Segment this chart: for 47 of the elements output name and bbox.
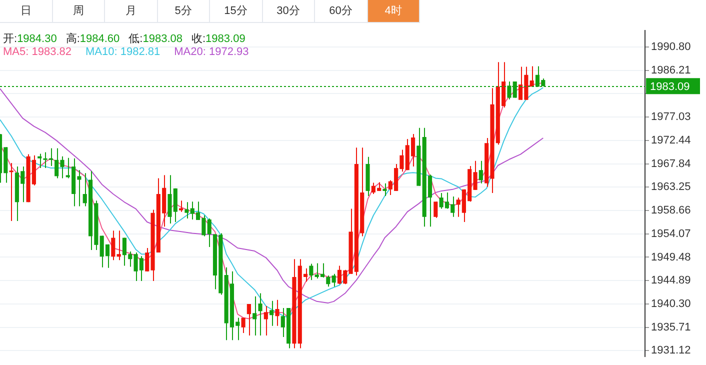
y-tick-label: 1949.48 bbox=[651, 251, 691, 264]
y-tick-label: 1935.71 bbox=[651, 321, 691, 334]
y-tick-label: 1990.80 bbox=[651, 40, 691, 53]
candlestick bbox=[434, 201, 438, 218]
candlestick bbox=[309, 263, 314, 281]
candlestick bbox=[326, 274, 330, 288]
y-tick-label: 1931.12 bbox=[651, 344, 691, 357]
candlestick bbox=[252, 296, 257, 336]
candlestick bbox=[207, 218, 212, 248]
text: 60分 bbox=[315, 0, 368, 22]
y-tick-label: 1940.30 bbox=[651, 298, 691, 310]
text: MA10: 1982.81 bbox=[86, 46, 160, 58]
candlestick bbox=[264, 306, 268, 336]
y-tick-label: 1954.07 bbox=[651, 228, 691, 240]
text: 日 bbox=[0, 0, 52, 22]
text: 周 bbox=[52, 0, 105, 22]
candlestick bbox=[179, 200, 184, 212]
candlestick bbox=[270, 300, 274, 326]
candlestick bbox=[275, 299, 280, 326]
candlestick bbox=[241, 317, 246, 334]
y-tick-label: 1967.84 bbox=[651, 158, 691, 170]
text: 15分 bbox=[210, 0, 262, 22]
candlestick bbox=[258, 292, 262, 336]
text: 月 bbox=[105, 0, 158, 22]
candlestick bbox=[116, 230, 121, 261]
y-tick-label: 1986.21 bbox=[651, 64, 691, 76]
ref-line-label: 1983.09 bbox=[650, 81, 690, 94]
candlestick bbox=[9, 162, 14, 222]
text: 4时 bbox=[368, 0, 420, 22]
y-tick-label: 1972.44 bbox=[651, 134, 691, 146]
candlestick bbox=[246, 303, 251, 336]
chart-subtitle: 开:1984.30 高:1984.60 低:1983.08 收:1983.09 bbox=[3, 33, 246, 45]
candlestick bbox=[382, 182, 387, 197]
text: 5分 bbox=[158, 0, 210, 22]
candlestick bbox=[184, 202, 189, 219]
text: 30分 bbox=[262, 0, 315, 22]
y-tick-label: 1963.25 bbox=[651, 181, 691, 194]
y-tick-label: 1944.89 bbox=[651, 274, 691, 287]
candlestick bbox=[332, 273, 336, 288]
y-tick-label: 1977.03 bbox=[651, 111, 691, 124]
candlestick bbox=[478, 160, 483, 184]
candlestick bbox=[530, 66, 534, 88]
candlestick bbox=[38, 153, 42, 169]
candlestick bbox=[111, 230, 116, 261]
text: MA20: 1972.93 bbox=[174, 46, 249, 58]
y-tick-label: 1958.66 bbox=[651, 204, 691, 217]
text: MA5: 1983.82 bbox=[3, 46, 72, 58]
